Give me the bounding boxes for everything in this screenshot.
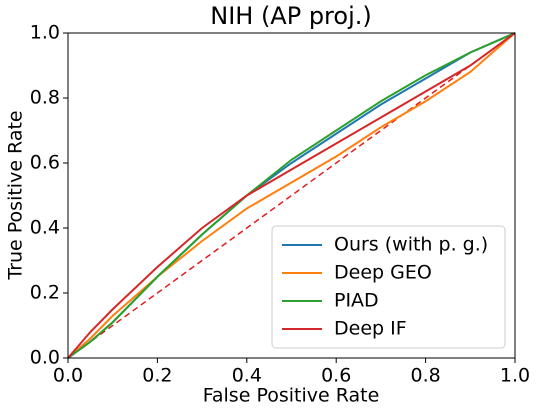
chance-line xyxy=(67,32,516,359)
x-tick-label: 0.2 xyxy=(142,365,172,387)
legend-box xyxy=(271,225,506,349)
legend-label: Deep IF xyxy=(334,318,407,340)
x-tick-label: 0.4 xyxy=(232,365,262,387)
y-tick-label: 0.8 xyxy=(30,87,60,109)
x-axis-label: False Positive Rate xyxy=(203,385,380,407)
chart-title: NIH (AP proj.) xyxy=(210,2,372,30)
y-tick-label: 0.0 xyxy=(30,347,60,369)
series-line xyxy=(67,32,516,359)
legend-label: Deep GEO xyxy=(334,262,432,284)
series-line xyxy=(67,32,516,359)
y-tick-label: 1.0 xyxy=(30,22,60,44)
x-tick-label: 0.6 xyxy=(321,365,351,387)
plot-frame xyxy=(67,32,516,359)
legend-label: PIAD xyxy=(334,290,379,312)
y-tick-label: 0.2 xyxy=(30,282,60,304)
y-tick-label: 0.4 xyxy=(30,217,60,239)
x-tick-label: 0.0 xyxy=(53,365,83,387)
x-tick-label: 0.8 xyxy=(410,365,440,387)
series-line xyxy=(67,32,516,359)
x-tick-label: 1.0 xyxy=(500,365,530,387)
y-axis-label: True Positive Rate xyxy=(5,110,27,280)
legend-label: Ours (with p. g.) xyxy=(334,234,488,256)
y-tick-label: 0.6 xyxy=(30,152,60,174)
